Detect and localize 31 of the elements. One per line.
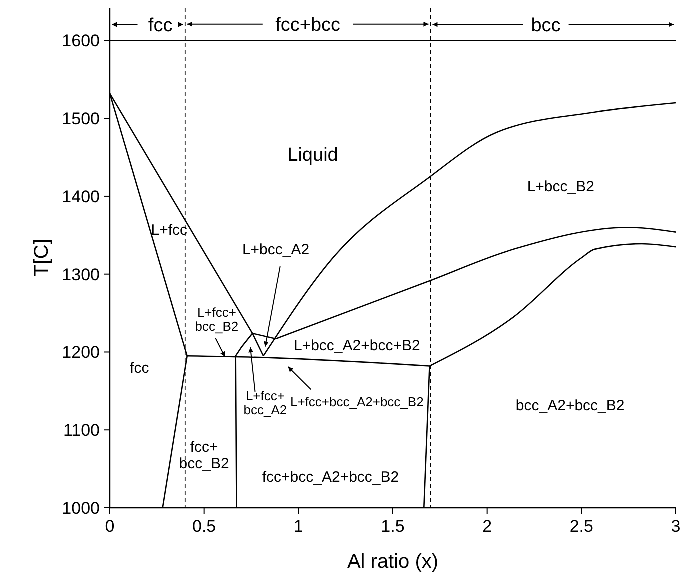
y-tick-label: 1400 <box>62 187 100 206</box>
y-tick-label: 1000 <box>62 498 100 518</box>
annotation: fcc <box>130 360 150 378</box>
x-tick-label: 1 <box>294 517 304 536</box>
annotation: Liquid <box>288 145 338 166</box>
annotation: L+fcc+ bcc_B2 <box>195 304 239 334</box>
y-tick-label: 1600 <box>62 32 100 51</box>
annotation: fcc+bcc_A2+bcc_B2 <box>262 469 400 486</box>
annotation: bcc_A2+bcc_B2 <box>516 397 625 414</box>
annotation: L+fcc+bcc_A2+bcc_B2 <box>290 394 424 410</box>
x-tick-label: 3 <box>671 517 681 536</box>
annotation: L+bcc_A2 <box>242 242 310 259</box>
x-tick-label: 1.5 <box>381 517 405 536</box>
y-tick-label: 1300 <box>62 265 100 284</box>
annotation: fcc+bcc <box>276 15 341 36</box>
x-tick-label: 0.5 <box>192 517 216 536</box>
annotation: fcc+ bcc_B2 <box>179 439 230 473</box>
annotation: L+bcc_B2 <box>527 178 594 196</box>
x-axis-title: Al ratio (x) <box>347 551 439 573</box>
x-tick-label: 2.5 <box>570 517 594 536</box>
y-tick-label: 1100 <box>63 421 100 440</box>
annotation: L+fcc <box>151 222 188 240</box>
annotation: L+bcc_A2+bcc+B2 <box>294 337 420 354</box>
y-tick-label: 1200 <box>62 343 100 362</box>
x-tick-label: 0 <box>105 517 115 536</box>
y-tick-label: 1500 <box>62 110 100 129</box>
annotation: fcc <box>148 15 173 36</box>
y-axis-title: T[C] <box>31 239 53 277</box>
annotation: L+fcc+ bcc_A2 <box>244 388 288 418</box>
x-tick-label: 2 <box>482 517 492 536</box>
annotation: bcc <box>531 15 561 36</box>
